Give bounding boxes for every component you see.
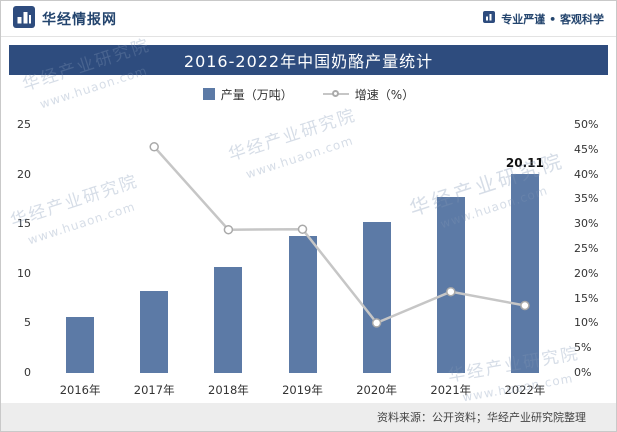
y-right-tick: 20% xyxy=(574,266,599,280)
growth-marker xyxy=(149,142,159,152)
y-right-tick: 50% xyxy=(574,118,599,131)
y-left-tick: 0 xyxy=(24,366,31,379)
growth-marker xyxy=(223,224,234,235)
x-tick: 2021年 xyxy=(430,383,472,397)
bar-value-label: 20.11 xyxy=(505,155,544,170)
x-tick: 2019年 xyxy=(282,383,323,397)
x-tick: 2020年 xyxy=(356,383,397,397)
bar-2022年 xyxy=(510,173,539,373)
bar-2020年 xyxy=(362,222,391,373)
legend: 产量（万吨） 增速（%） xyxy=(1,81,616,107)
y-right-tick: 35% xyxy=(574,192,599,206)
bar-2016年 xyxy=(66,316,95,373)
y-right-tick: 45% xyxy=(574,142,599,156)
growth-line xyxy=(149,142,530,328)
growth-marker xyxy=(371,318,382,328)
source-text: 资料来源：公开资料；华经产业研究院整理 xyxy=(377,411,586,424)
y-right-tick: 40% xyxy=(574,167,599,181)
plot-area: 20.11 xyxy=(43,125,562,373)
y-axis-left: 0 5 10 15 20 25 xyxy=(9,119,37,379)
source-footer: 资料来源：公开资料；华经产业研究院整理 xyxy=(1,403,616,431)
y-right-tick: 15% xyxy=(574,291,599,305)
x-tick: 2016年 xyxy=(59,383,101,397)
slogan-icon xyxy=(483,11,496,26)
y-right-tick: 0% xyxy=(574,366,592,379)
bar-2019年 xyxy=(288,236,317,373)
bar-2018年 xyxy=(214,266,243,373)
chart-title-bar: 2016-2022年中国奶酪产量统计 xyxy=(9,45,608,75)
header-slogan: 专业严谨 • 客观科学 xyxy=(483,11,604,27)
growth-marker xyxy=(446,286,456,297)
x-tick: 2022年 xyxy=(504,383,546,397)
growth-marker xyxy=(520,300,530,311)
brand[interactable]: 华经情报网 xyxy=(13,5,117,32)
chart-title: 2016-2022年中国奶酪产量统计 xyxy=(183,52,434,71)
legend-item-production[interactable]: 产量（万吨） xyxy=(202,86,293,103)
y-right-tick: 25% xyxy=(574,242,599,255)
y-right-tick: 5% xyxy=(574,341,592,355)
brand-logo-icon xyxy=(13,5,35,32)
x-axis: 2016年 2017年 2018年 2019年 2020年 2021年 2022年 xyxy=(43,377,562,399)
bar-2021年 xyxy=(436,197,465,373)
growth-polyline xyxy=(153,145,526,325)
chart: 0 5 10 15 20 25 20.11 0% 5% 10% 15% 20% 25% 30% 35% 4… xyxy=(9,109,608,399)
y-left-tick: 15 xyxy=(17,217,31,231)
y-left-tick: 25 xyxy=(17,118,31,131)
x-tick: 2017年 xyxy=(133,383,175,397)
legend-item-growth[interactable]: 增速（%） xyxy=(322,86,415,103)
y-left-tick: 20 xyxy=(17,167,31,181)
brand-name: 华经情报网 xyxy=(42,11,117,28)
y-axis-right: 0% 5% 10% 15% 20% 25% 30% 35% 40% 45% 50% xyxy=(566,119,608,379)
y-left-tick: 5 xyxy=(24,316,31,330)
y-left-tick: 10 xyxy=(17,266,31,280)
bar-2017年 xyxy=(140,290,169,373)
site-header: 华经情报网 专业严谨 • 客观科学 xyxy=(1,1,616,37)
slogan-text: 专业严谨 • 客观科学 xyxy=(501,12,604,26)
bar-swatch-icon xyxy=(202,88,215,100)
legend-growth-label: 增速（%） xyxy=(354,87,415,102)
line-swatch-icon xyxy=(322,89,349,99)
x-tick: 2018年 xyxy=(208,383,249,397)
legend-production-label: 产量（万吨） xyxy=(220,87,293,102)
growth-marker xyxy=(297,224,308,234)
y-right-tick: 30% xyxy=(574,217,599,231)
y-right-tick: 10% xyxy=(574,316,599,330)
